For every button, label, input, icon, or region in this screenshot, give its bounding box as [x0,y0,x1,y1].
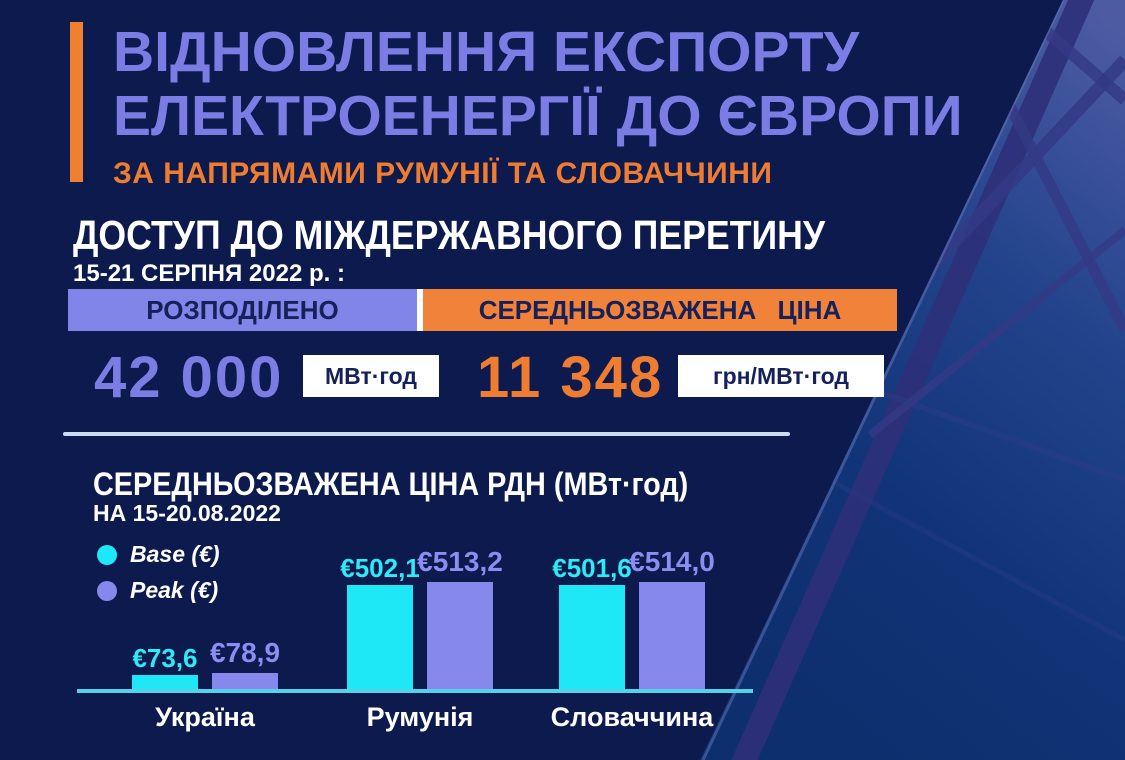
category-label-Словаччина: Словаччина [550,702,714,732]
allocated-value: 42 000 [94,345,284,410]
base-bar-Словаччина [559,585,625,690]
base-value-label-Румунія: €502,1 [340,553,420,583]
price-header-label: СЕРЕДНЬОЗВАЖЕНА ЦІНА [478,294,842,325]
chart-axis-line [77,689,753,693]
category-label-Україна: Україна [155,702,255,732]
peak-value-label-Словаччина: €514,0 [629,546,715,577]
price-unit-label: грн/МВт·год [713,362,849,389]
peak-bar-Україна [212,673,278,690]
allocated-unit-box: МВт·год [303,355,439,397]
chart-title: СЕРЕДНЬОЗВАЖЕНА ЦІНА РДН (МВт·год) [93,466,689,502]
price-unit-box: грн/МВт·год [678,355,884,397]
main-title-line2: ЕЛЕКТРОЕНЕРГІЇ ДО ЄВРОПИ [113,84,963,148]
price-header-bar: СЕРЕДНЬОЗВАЖЕНА ЦІНА [423,289,897,331]
access-period: 15-21 СЕРПНЯ 2022 р. : [73,260,345,287]
access-section-heading: ДОСТУП ДО МІЖДЕРЖАВНОГО ПЕРЕТИНУ [73,212,826,258]
allocated-header-bar: РОЗПОДІЛЕНО [68,289,417,331]
base-bar-Україна [132,675,198,690]
allocated-header-label: РОЗПОДІЛЕНО [146,294,339,325]
price-value: 11 348 [477,345,664,410]
base-value-label-Словаччина: €501,6 [552,553,632,583]
base-legend-label: Base (€) [130,541,220,567]
chart-period: НА 15-20.08.2022 [93,500,281,526]
header-bar-divider [417,289,423,331]
base-legend-dot-icon [97,544,117,565]
peak-legend-dot-icon [97,580,117,601]
peak-bar-Словаччина [639,582,705,690]
peak-legend-label: Peak (€) [130,577,219,603]
peak-value-label-Румунія: €513,2 [417,546,503,577]
base-value-label-Україна: €73,6 [132,643,198,673]
main-title-line1: ВІДНОВЛЕННЯ ЕКСПОРТУ [113,20,860,84]
category-label-Румунія: Румунія [366,702,474,732]
legend-item-base: Base (€) [97,541,219,568]
legend-item-peak: Peak (€) [97,577,218,604]
base-bar-Румунія [347,585,413,690]
allocated-unit-label: МВт·год [324,362,417,389]
title-accent-bar [70,22,83,182]
peak-bar-Румунія [427,582,493,690]
main-subtitle: ЗА НАПРЯМАМИ РУМУНІЇ ТА СЛОВАЧЧИНИ [113,157,773,190]
section-divider [63,432,790,436]
peak-value-label-Україна: €78,9 [209,637,281,668]
